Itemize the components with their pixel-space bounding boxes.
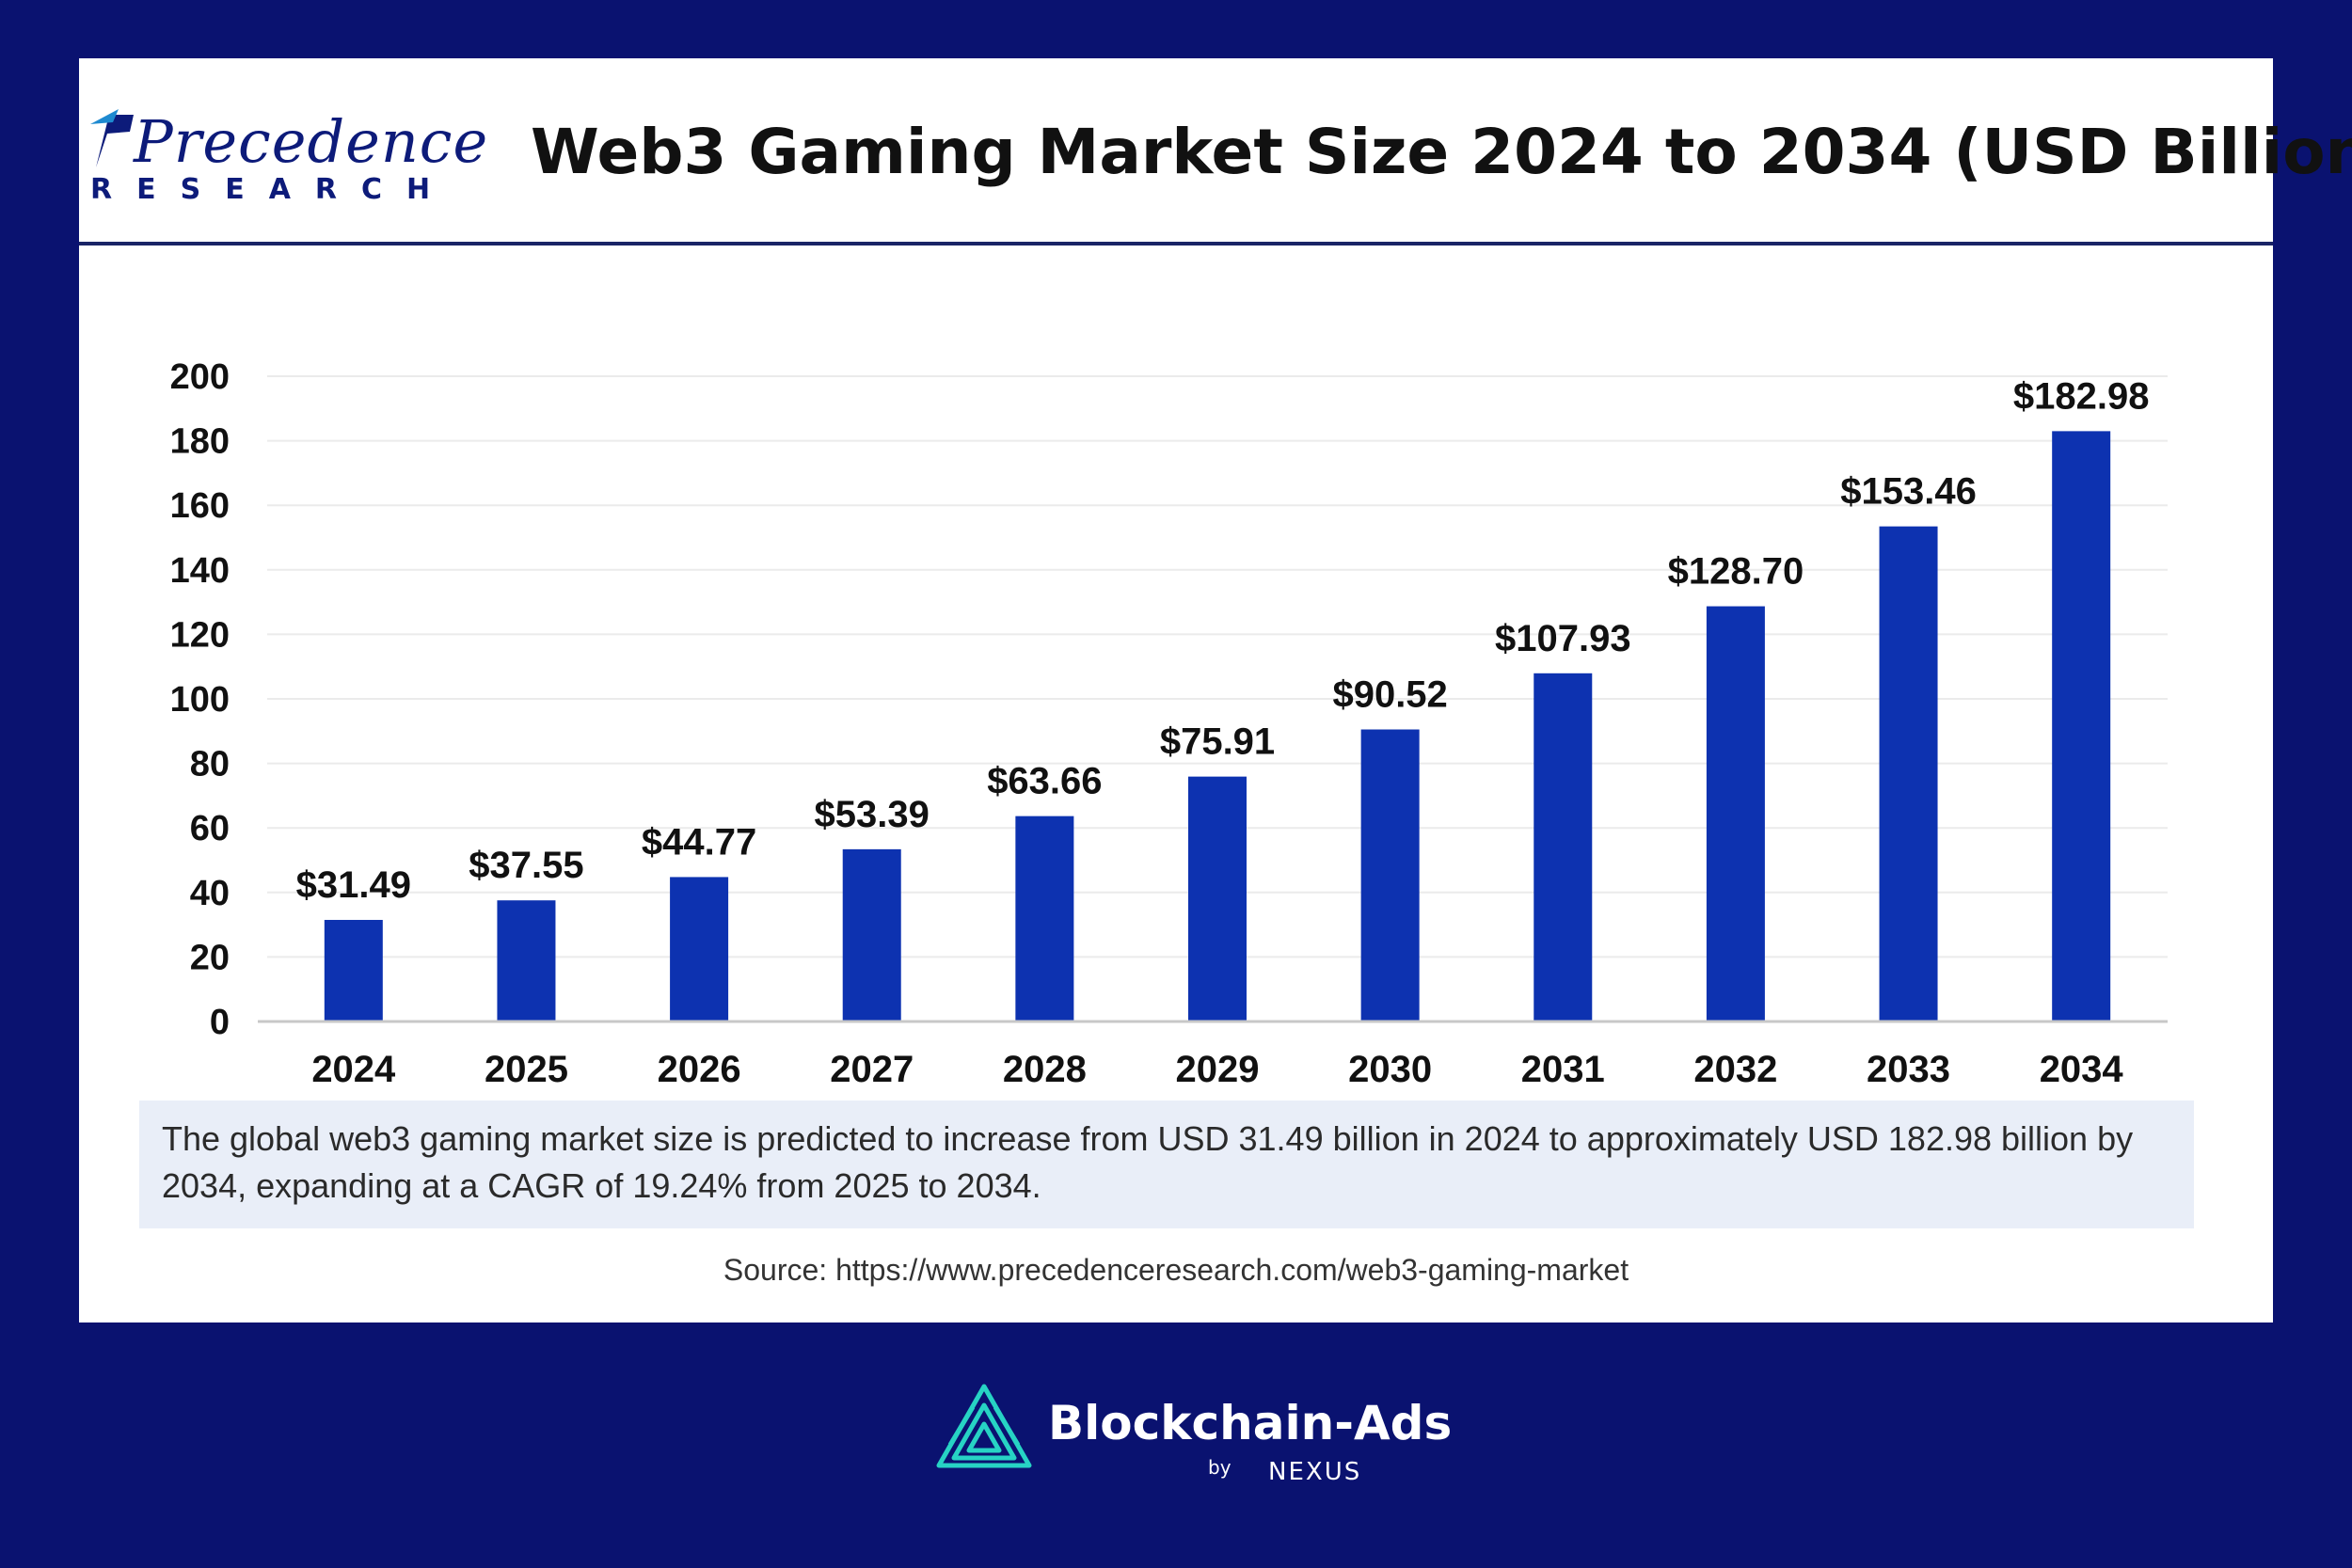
source-link[interactable]: Source: https://www.precedenceresearch.c…	[723, 1253, 1629, 1287]
x-tick-label-2030: 2030	[1348, 1049, 1432, 1084]
data-label-2032: $128.70	[1668, 551, 1804, 593]
blockchain-ads-brand: Blockchain-Ads by NEXUS	[931, 1375, 1458, 1497]
bar-2033	[1879, 526, 1938, 1022]
summary-box: The global web3 gaming market size is pr…	[139, 1101, 2194, 1228]
y-tick-label: 140	[170, 551, 230, 591]
bar-2028	[1015, 816, 1074, 1022]
y-axis-ticks: 0 20 40 60 80 100 120 140 160 180 200	[170, 357, 230, 1042]
chart-title: Web3 Gaming Market Size 2024 to 2034 (US…	[531, 116, 2352, 188]
data-labels: $31.49 $37.55 $44.77 $53.39 $63.66 $75.91 $90.…	[296, 375, 2150, 906]
bar-2032	[1706, 606, 1765, 1022]
blockchain-ads-logo-icon	[936, 1384, 1032, 1468]
bar-2031	[1534, 673, 1593, 1022]
summary-text: The global web3 gaming market size is pr…	[162, 1119, 2134, 1205]
bar-2024	[324, 919, 383, 1022]
x-tick-label-2029: 2029	[1176, 1049, 1260, 1084]
x-tick-label-2026: 2026	[658, 1049, 741, 1084]
logo-word: Precedence	[134, 107, 489, 176]
bar-2025	[497, 900, 556, 1022]
x-tick-label-2034: 2034	[2040, 1049, 2124, 1084]
x-axis-ticks: 2024 2025 2026 2027 2028 2029 2030 2031 2032 2033…	[311, 1049, 2123, 1084]
x-tick-label-2033: 2033	[1867, 1049, 1950, 1084]
chart-card: Precedence RESEARCH Web3 Gaming Market S…	[79, 58, 2352, 1323]
y-tick-label: 200	[170, 357, 230, 397]
data-label-2029: $75.91	[1160, 721, 1275, 763]
data-label-2031: $107.93	[1495, 618, 1631, 659]
data-label-2034: $182.98	[2013, 375, 2150, 417]
chart-header: Precedence RESEARCH Web3 Gaming Market S…	[79, 58, 2352, 245]
y-tick-label: 20	[190, 938, 230, 977]
x-tick-label-2028: 2028	[1003, 1049, 1087, 1084]
data-label-2027: $53.39	[815, 794, 930, 835]
bars	[324, 431, 2111, 1022]
data-label-2025: $37.55	[469, 845, 583, 886]
x-tick-label-2031: 2031	[1521, 1049, 1605, 1084]
x-tick-label-2025: 2025	[485, 1049, 568, 1084]
bar-chart: 0 20 40 60 80 100 120 140 160 180 200 $31.49 $37.55…	[170, 357, 2168, 1084]
y-tick-label: 40	[190, 874, 230, 913]
x-tick-label-2024: 2024	[311, 1049, 396, 1084]
brand-by: by	[1208, 1456, 1232, 1479]
bar-2027	[842, 848, 901, 1022]
bar-2034	[2052, 431, 2111, 1022]
y-tick-label: 160	[170, 486, 230, 526]
x-tick-label-2027: 2027	[830, 1049, 914, 1084]
y-tick-label: 60	[190, 809, 230, 848]
bar-2029	[1188, 776, 1247, 1022]
bar-2030	[1360, 729, 1420, 1022]
data-label-2030: $90.52	[1332, 674, 1447, 716]
gridlines	[267, 375, 2168, 958]
data-label-2024: $31.49	[296, 864, 411, 906]
brand-partner: NEXUS	[1268, 1458, 1362, 1486]
y-tick-label: 0	[210, 1003, 230, 1042]
logo-mark-icon	[90, 109, 134, 167]
bar-2026	[670, 877, 729, 1022]
y-tick-label: 80	[190, 745, 230, 784]
y-tick-label: 120	[170, 615, 230, 655]
data-label-2026: $44.77	[642, 821, 756, 863]
brand-name: Blockchain-Ads	[1048, 1396, 1453, 1450]
data-label-2033: $153.46	[1840, 471, 1977, 513]
data-label-2028: $63.66	[987, 761, 1102, 802]
y-tick-label: 100	[170, 680, 230, 720]
y-tick-label: 180	[170, 422, 230, 462]
logo-sub: RESEARCH	[90, 173, 455, 206]
precedence-research-logo: Precedence RESEARCH	[87, 102, 487, 224]
x-tick-label-2032: 2032	[1693, 1049, 1777, 1084]
